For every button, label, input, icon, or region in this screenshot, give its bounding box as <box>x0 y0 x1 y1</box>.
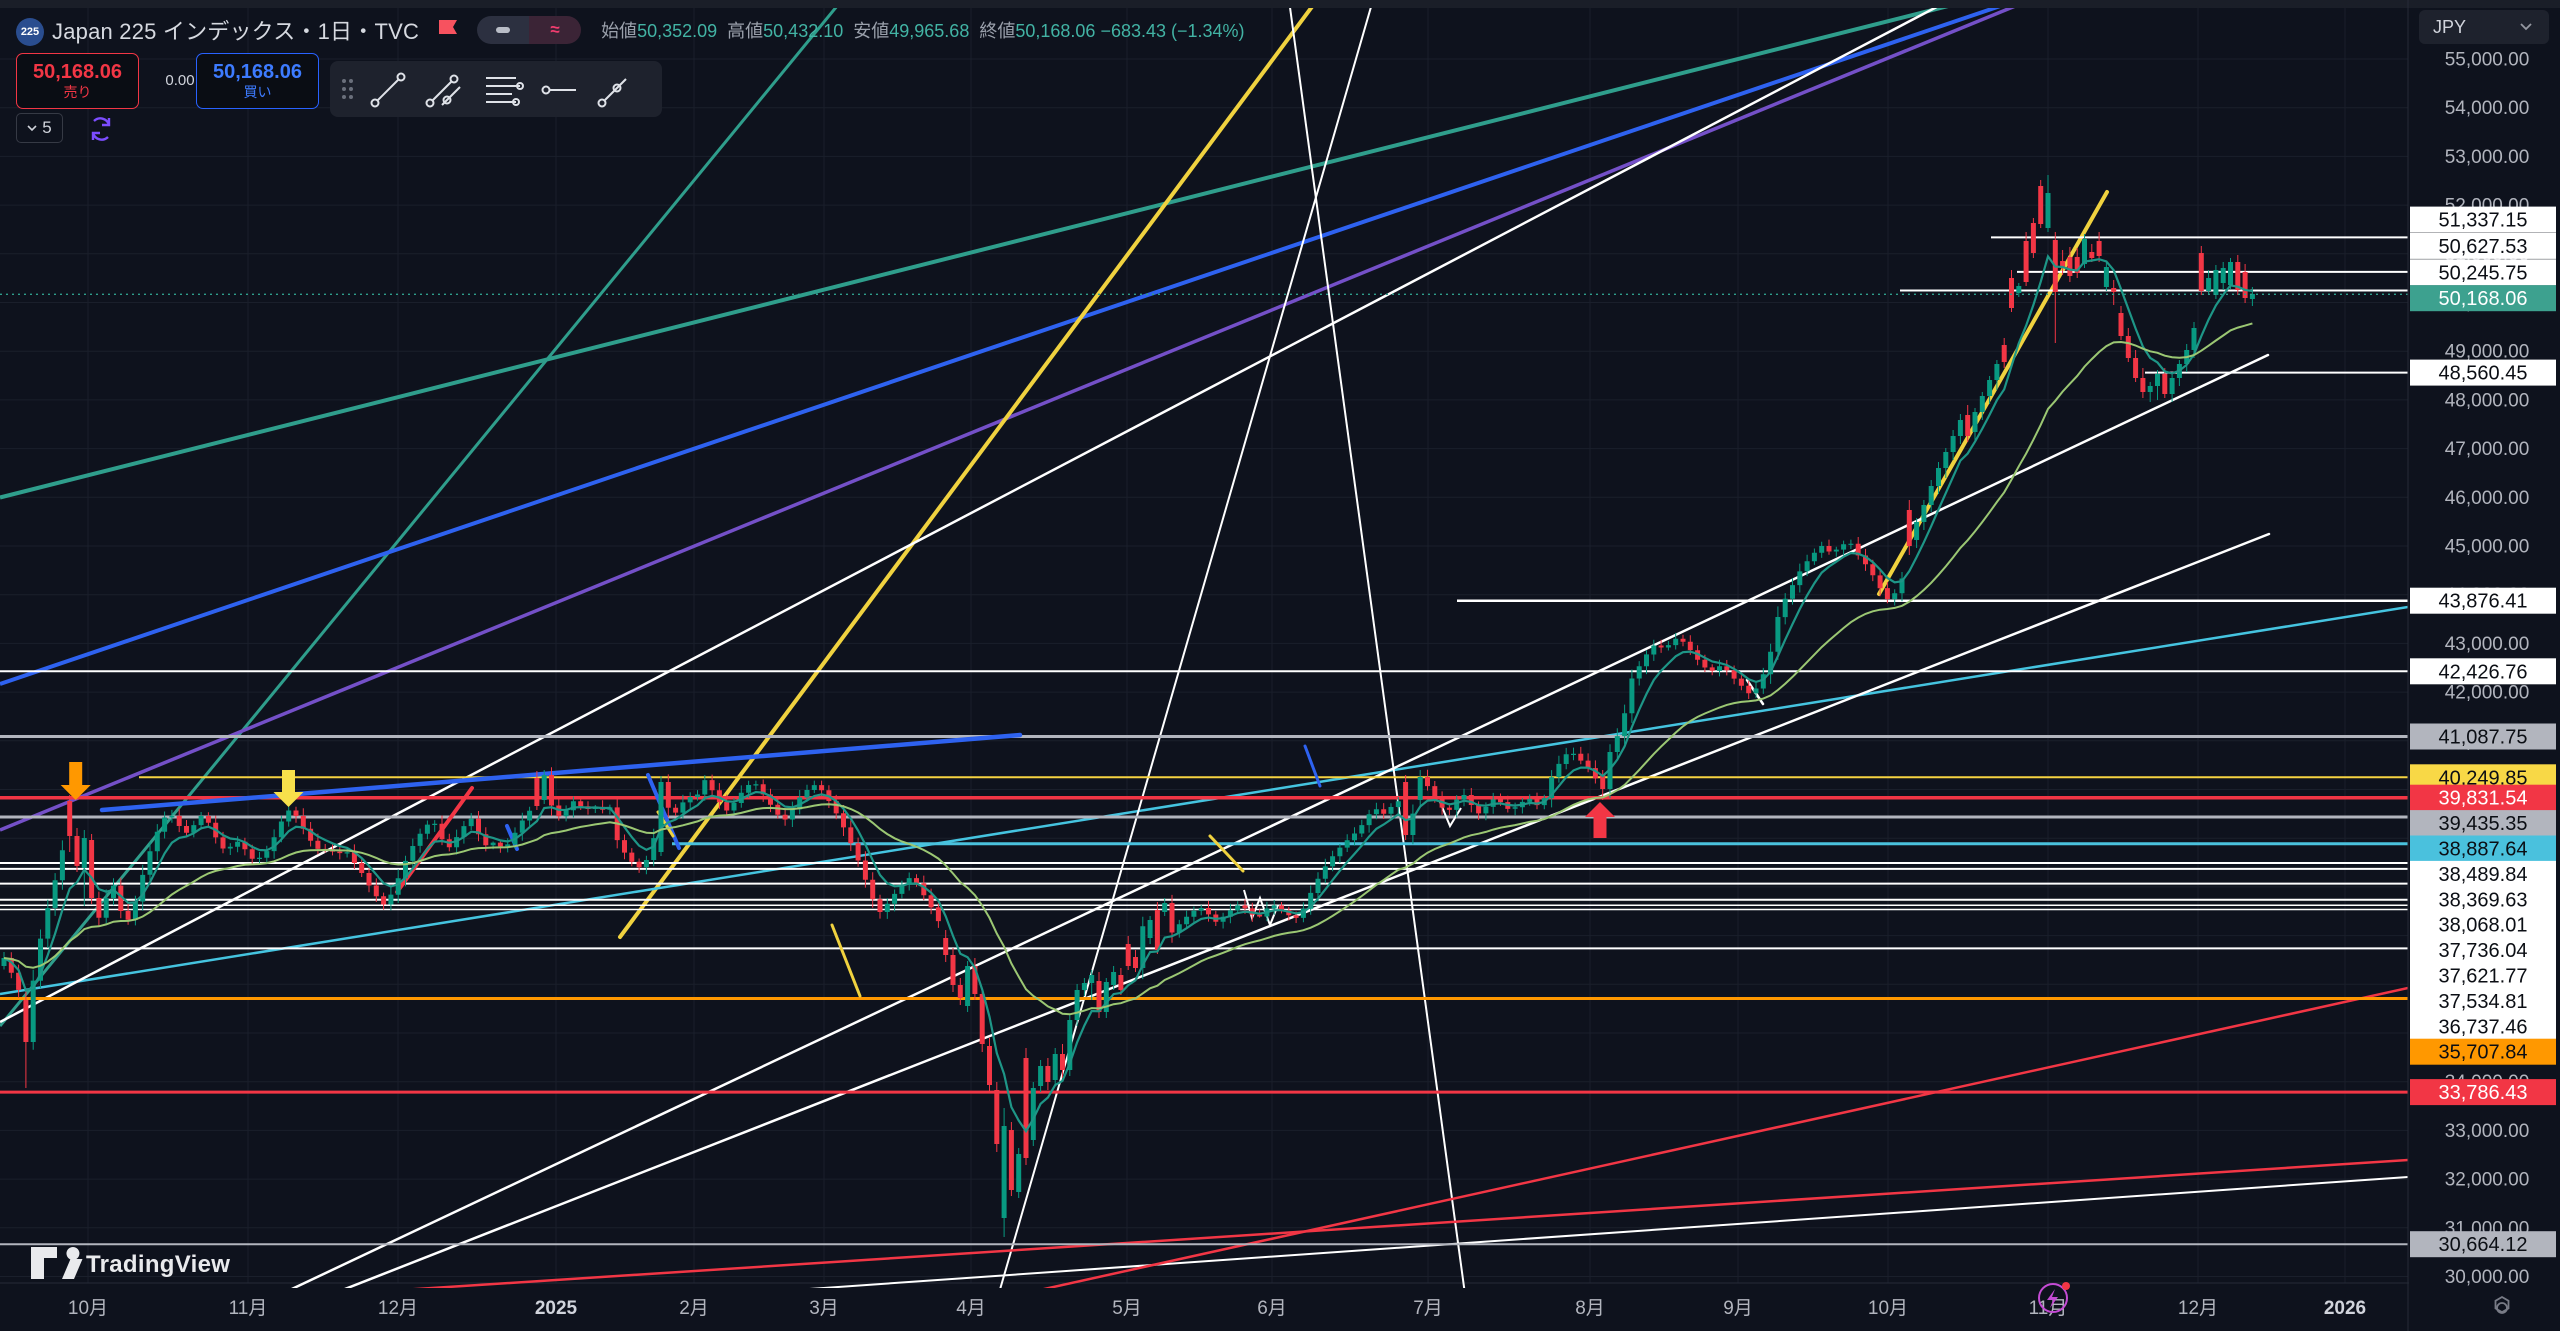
svg-text:38,887.64: 38,887.64 <box>2439 839 2528 861</box>
svg-text:12月: 12月 <box>378 1298 418 1319</box>
svg-text:3月: 3月 <box>809 1298 839 1319</box>
svg-text:48,000.00: 48,000.00 <box>2445 390 2530 411</box>
svg-text:47,000.00: 47,000.00 <box>2445 439 2530 460</box>
svg-text:43,876.41: 43,876.41 <box>2439 591 2528 613</box>
svg-text:49,000.00: 49,000.00 <box>2445 342 2530 363</box>
svg-text:35,707.84: 35,707.84 <box>2439 1042 2528 1064</box>
svg-text:50,168.06: 50,168.06 <box>2439 288 2528 310</box>
svg-text:42,000.00: 42,000.00 <box>2445 683 2530 704</box>
svg-text:55,000.00: 55,000.00 <box>2445 50 2530 71</box>
svg-text:38,489.84: 38,489.84 <box>2439 864 2528 886</box>
svg-text:42,426.76: 42,426.76 <box>2439 661 2528 683</box>
svg-text:30,000.00: 30,000.00 <box>2445 1267 2530 1288</box>
svg-text:12月: 12月 <box>2178 1298 2218 1319</box>
svg-text:54,000.00: 54,000.00 <box>2445 98 2530 119</box>
svg-text:51,337.15: 51,337.15 <box>2439 210 2528 232</box>
svg-text:45,000.00: 45,000.00 <box>2445 537 2530 558</box>
svg-text:38,068.01: 38,068.01 <box>2439 915 2528 937</box>
svg-text:2025: 2025 <box>535 1298 578 1319</box>
svg-text:40,249.85: 40,249.85 <box>2439 767 2528 789</box>
svg-text:50,627.53: 50,627.53 <box>2439 236 2528 258</box>
svg-text:50,245.75: 50,245.75 <box>2439 262 2528 284</box>
svg-text:2026: 2026 <box>2324 1298 2366 1319</box>
svg-text:37,736.04: 37,736.04 <box>2439 940 2528 962</box>
svg-text:33,000.00: 33,000.00 <box>2445 1121 2530 1142</box>
svg-text:TradingView: TradingView <box>86 1251 230 1278</box>
svg-text:39,435.35: 39,435.35 <box>2439 813 2528 835</box>
svg-text:2月: 2月 <box>679 1298 709 1319</box>
svg-text:39,831.54: 39,831.54 <box>2439 788 2528 810</box>
svg-text:11月: 11月 <box>2029 1298 2068 1319</box>
svg-text:10月: 10月 <box>1868 1298 1908 1319</box>
svg-text:53,000.00: 53,000.00 <box>2445 147 2530 168</box>
svg-text:8月: 8月 <box>1575 1298 1605 1319</box>
svg-text:32,000.00: 32,000.00 <box>2445 1170 2530 1191</box>
svg-text:37,621.77: 37,621.77 <box>2439 966 2528 988</box>
svg-text:46,000.00: 46,000.00 <box>2445 488 2530 509</box>
svg-text:41,087.75: 41,087.75 <box>2439 727 2528 749</box>
svg-text:9月: 9月 <box>1723 1298 1753 1319</box>
svg-text:30,664.12: 30,664.12 <box>2439 1234 2528 1256</box>
svg-text:10月: 10月 <box>68 1298 108 1319</box>
svg-text:43,000.00: 43,000.00 <box>2445 634 2530 655</box>
svg-text:38,369.63: 38,369.63 <box>2439 889 2528 911</box>
svg-text:5月: 5月 <box>1112 1298 1142 1319</box>
svg-text:36,737.46: 36,737.46 <box>2439 1016 2528 1038</box>
svg-text:37,534.81: 37,534.81 <box>2439 991 2528 1013</box>
svg-text:11月: 11月 <box>229 1298 268 1319</box>
svg-text:33,786.43: 33,786.43 <box>2439 1082 2528 1104</box>
svg-text:7月: 7月 <box>1413 1298 1443 1319</box>
svg-text:48,560.45: 48,560.45 <box>2439 363 2528 385</box>
svg-text:4月: 4月 <box>956 1298 986 1319</box>
svg-text:6月: 6月 <box>1257 1298 1287 1319</box>
